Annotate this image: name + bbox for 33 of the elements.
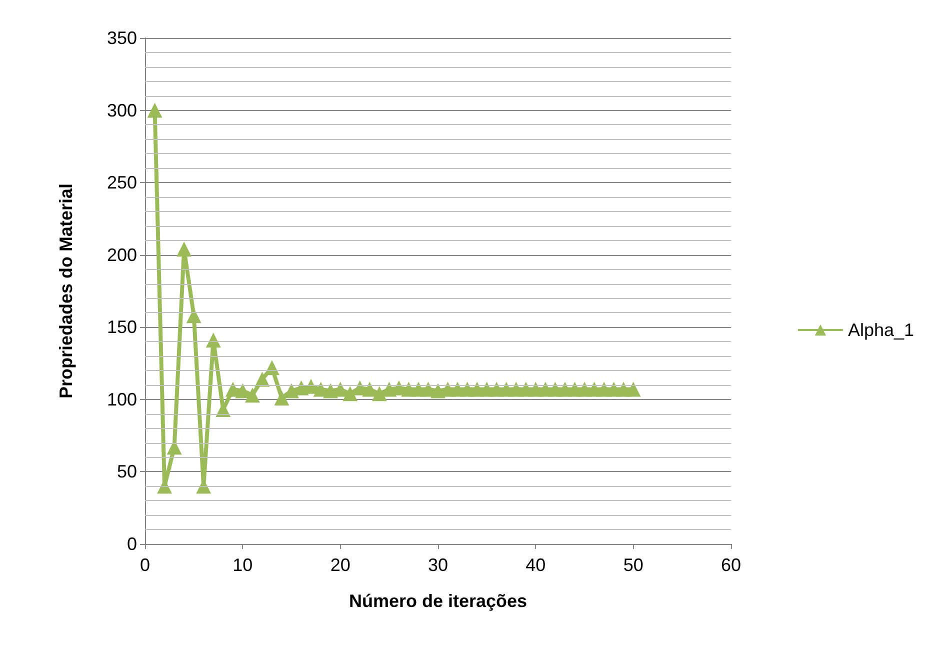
point (225, 382, 240, 397)
y-tick-label: 250 (106, 172, 137, 193)
point (274, 390, 290, 406)
legend-label: Alpha_1 (848, 320, 914, 340)
y-tick-label: 200 (106, 244, 137, 265)
point (264, 360, 280, 376)
x-tick-label: 20 (330, 555, 350, 575)
point (382, 382, 397, 397)
x-tick-label: 60 (720, 555, 742, 575)
y-tick-label: 0 (126, 534, 137, 554)
x-tick-label: 0 (140, 555, 150, 575)
y-tick-label: 350 (106, 28, 137, 48)
point (284, 383, 299, 398)
y-tick-label: 300 (106, 100, 137, 120)
point (342, 386, 358, 402)
x-tick-label: 50 (623, 555, 644, 575)
point (372, 386, 387, 402)
y-tick-label: 50 (116, 462, 137, 482)
point (244, 388, 260, 403)
point (430, 383, 446, 398)
point (176, 242, 192, 257)
point (323, 383, 338, 398)
x-tick-label: 30 (428, 555, 448, 575)
y-tick-label: 100 (106, 389, 137, 410)
y-axis-title: Propriedades do Material (56, 183, 76, 399)
x-tick-label: 40 (526, 555, 546, 575)
point (147, 102, 162, 118)
y-tick-label: 150 (106, 317, 137, 338)
point (362, 382, 378, 397)
x-axis-title: Número de iterações (348, 591, 528, 611)
point (626, 382, 641, 397)
point (235, 383, 250, 398)
x-tick-label: 10 (232, 555, 253, 575)
